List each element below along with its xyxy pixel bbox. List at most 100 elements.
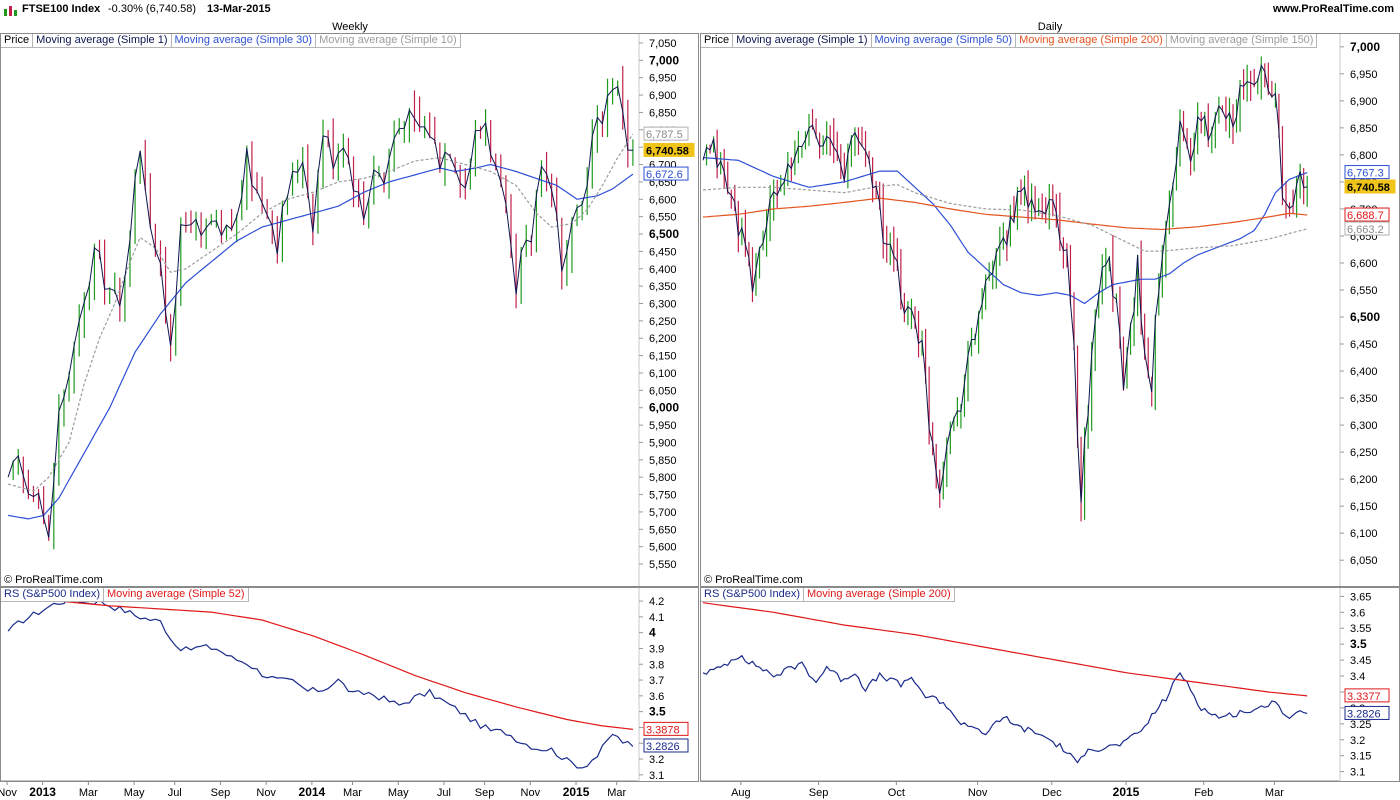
ma-line [7,133,634,492]
daily-price-chart[interactable]: Price Moving average (Simple 1) Moving a… [700,33,1400,587]
y-tick-label: 3.9 [649,643,664,655]
y-tick-label: 3.45 [1350,655,1371,667]
bar-chart-logo-icon [4,5,17,16]
legend-ma-simple-50[interactable]: Moving average (Simple 50) [871,34,1017,48]
quote-date: 13-Mar-2015 [207,3,271,15]
y-tick-label: 6,200 [649,333,677,345]
value-tag-box [643,142,695,157]
legend-rs-ma-simple-52[interactable]: Moving average (Simple 52) [104,588,249,602]
site-link[interactable]: www.ProRealTime.com [1272,3,1394,15]
weekly-rs-plot: 4.24.143.93.83.73.63.53.43.33.23.13.3878… [7,588,689,781]
daily-copyright: © ProRealTime.com [704,574,803,586]
weekly-price-plot: 7,0507,0006,9506,9006,8506,8006,7506,700… [7,34,695,586]
value-tag-label: 3.3878 [646,724,680,736]
weekly-legend: Price Moving average (Simple 1) Moving a… [1,34,461,48]
value-tag-label: 6,663.2 [1347,224,1384,236]
y-tick-label: 6,450 [1350,339,1378,351]
value-tag-label: 6,787.5 [646,129,683,141]
x-tick-label: Sep [809,787,829,799]
y-tick-label: 3.55 [1350,623,1371,635]
y-axis-labels: 7,0006,9506,9006,8506,8006,7506,7006,650… [1340,40,1380,567]
value-tag-box [1344,207,1390,222]
value-tag-label: 6,767.3 [1347,168,1384,180]
value-tag-label: 3.2826 [646,741,680,753]
x-tick-label: 2014 [299,785,326,799]
y-tick-label: 3.6 [1350,607,1365,619]
y-tick-label: 6,400 [1350,366,1378,378]
y-tick-label: 3.65 [1350,591,1371,603]
y-tick-label: 6,950 [649,73,677,85]
y-tick-label: 3.4 [1350,671,1365,683]
value-tag-label: 6,672.6 [646,169,683,181]
x-tick-label: Nov [0,787,17,799]
y-tick-label: 7,000 [649,53,679,67]
legend-ma-simple-30[interactable]: Moving average (Simple 30) [171,34,317,48]
weekly-rs-chart[interactable]: RS (S&P500 Index) Moving average (Simple… [0,587,699,782]
x-tick-label: Nov [521,787,541,799]
value-tag-box [643,738,689,753]
y-tick-label: 5,650 [649,524,677,536]
value-tags: 3.3377 3.2826 [1344,688,1390,720]
legend-ma-simple-10[interactable]: Moving average (Simple 10) [316,34,461,48]
legend-ma-simple-150[interactable]: Moving average (Simple 150) [1166,34,1318,48]
x-tick-label: Sep [475,787,495,799]
value-tags: 6,787.5 6,740.58 6,672.6 [643,126,695,181]
daily-x-axis: Aug Sep Oct Nov Dec 2015 Feb Mar [700,780,1339,799]
y-tick-label: 6,900 [649,90,677,102]
x-tick-label: Mar [1265,787,1284,799]
weekly-copyright: © ProRealTime.com [4,574,103,586]
legend-ma-simple-200[interactable]: Moving average (Simple 200) [1016,34,1167,48]
header-bar: FTSE100 Index -0.30% (6,740.58) 13-Mar-2… [0,0,1400,20]
legend-rs-sp500[interactable]: RS (S&P500 Index) [1,588,104,602]
y-tick-label: 6,050 [1350,555,1378,567]
y-tick-label: 5,700 [649,507,677,519]
legend-rs-sp500[interactable]: RS (S&P500 Index) [701,588,804,602]
y-tick-label: 6,450 [649,246,677,258]
y-tick-label: 3.25 [1350,719,1371,731]
daily-rs-legend: RS (S&P500 Index) Moving average (Simple… [701,588,955,602]
y-tick-label: 6,850 [649,107,677,119]
y-tick-label: 3.8 [649,659,664,671]
legend-rs-ma-simple-200[interactable]: Moving average (Simple 200) [804,588,955,602]
instrument-name: FTSE100 Index [22,3,101,15]
x-tick-label: May [124,787,145,799]
y-tick-label: 3.6 [649,691,664,703]
y-tick-label: 5,850 [649,455,677,467]
y-axis-labels: 3.653.63.553.53.453.43.353.33.253.23.153… [1340,591,1371,779]
x-tick-label: Oct [888,787,905,799]
x-tick-label: Jul [168,787,182,799]
value-tag-box [1344,688,1390,703]
value-tags: 6,767.3 6,740.58 6,688.7 6,663.2 [1344,165,1396,236]
plot-area [702,56,1308,522]
y-tick-label: 6,800 [1350,150,1378,162]
y-tick-label: 7,050 [649,38,677,50]
y-tick-label: 6,300 [649,299,677,311]
value-tag-box [1344,165,1390,180]
x-tick-label: 2015 [563,785,590,799]
y-tick-label: 6,400 [649,264,677,276]
y-tick-label: 6,500 [649,227,679,241]
y-tick-label: 6,550 [649,212,677,224]
value-tag-box [1344,179,1396,194]
x-tick-label: Feb [1194,787,1213,799]
legend-ma-simple-1[interactable]: Moving average (Simple 1) [733,34,872,48]
ma-line [702,157,1308,305]
x-tick-label: Nov [256,787,276,799]
y-tick-label: 6,950 [1350,69,1378,81]
weekly-price-chart[interactable]: Price Moving average (Simple 1) Moving a… [0,33,699,587]
x-tick-label: Mar [343,787,362,799]
y-tick-label: 5,900 [649,437,677,449]
legend-ma-simple-1[interactable]: Moving average (Simple 1) [33,34,172,48]
y-tick-label: 4 [649,626,656,640]
y-tick-label: 6,150 [1350,501,1378,513]
y-tick-label: 5,600 [649,542,677,554]
y-tick-label: 5,550 [649,559,677,571]
daily-rs-chart[interactable]: RS (S&P500 Index) Moving average (Simple… [700,587,1400,782]
x-tick-label: Mar [607,787,626,799]
value-tag-label: 6,740.58 [646,145,689,157]
x-tick-label: Aug [731,787,751,799]
y-tick-label: 3.1 [649,770,664,781]
x-tick-label: Jul [437,787,451,799]
y-tick-label: 3.5 [649,705,666,719]
y-tick-label: 6,250 [1350,447,1378,459]
